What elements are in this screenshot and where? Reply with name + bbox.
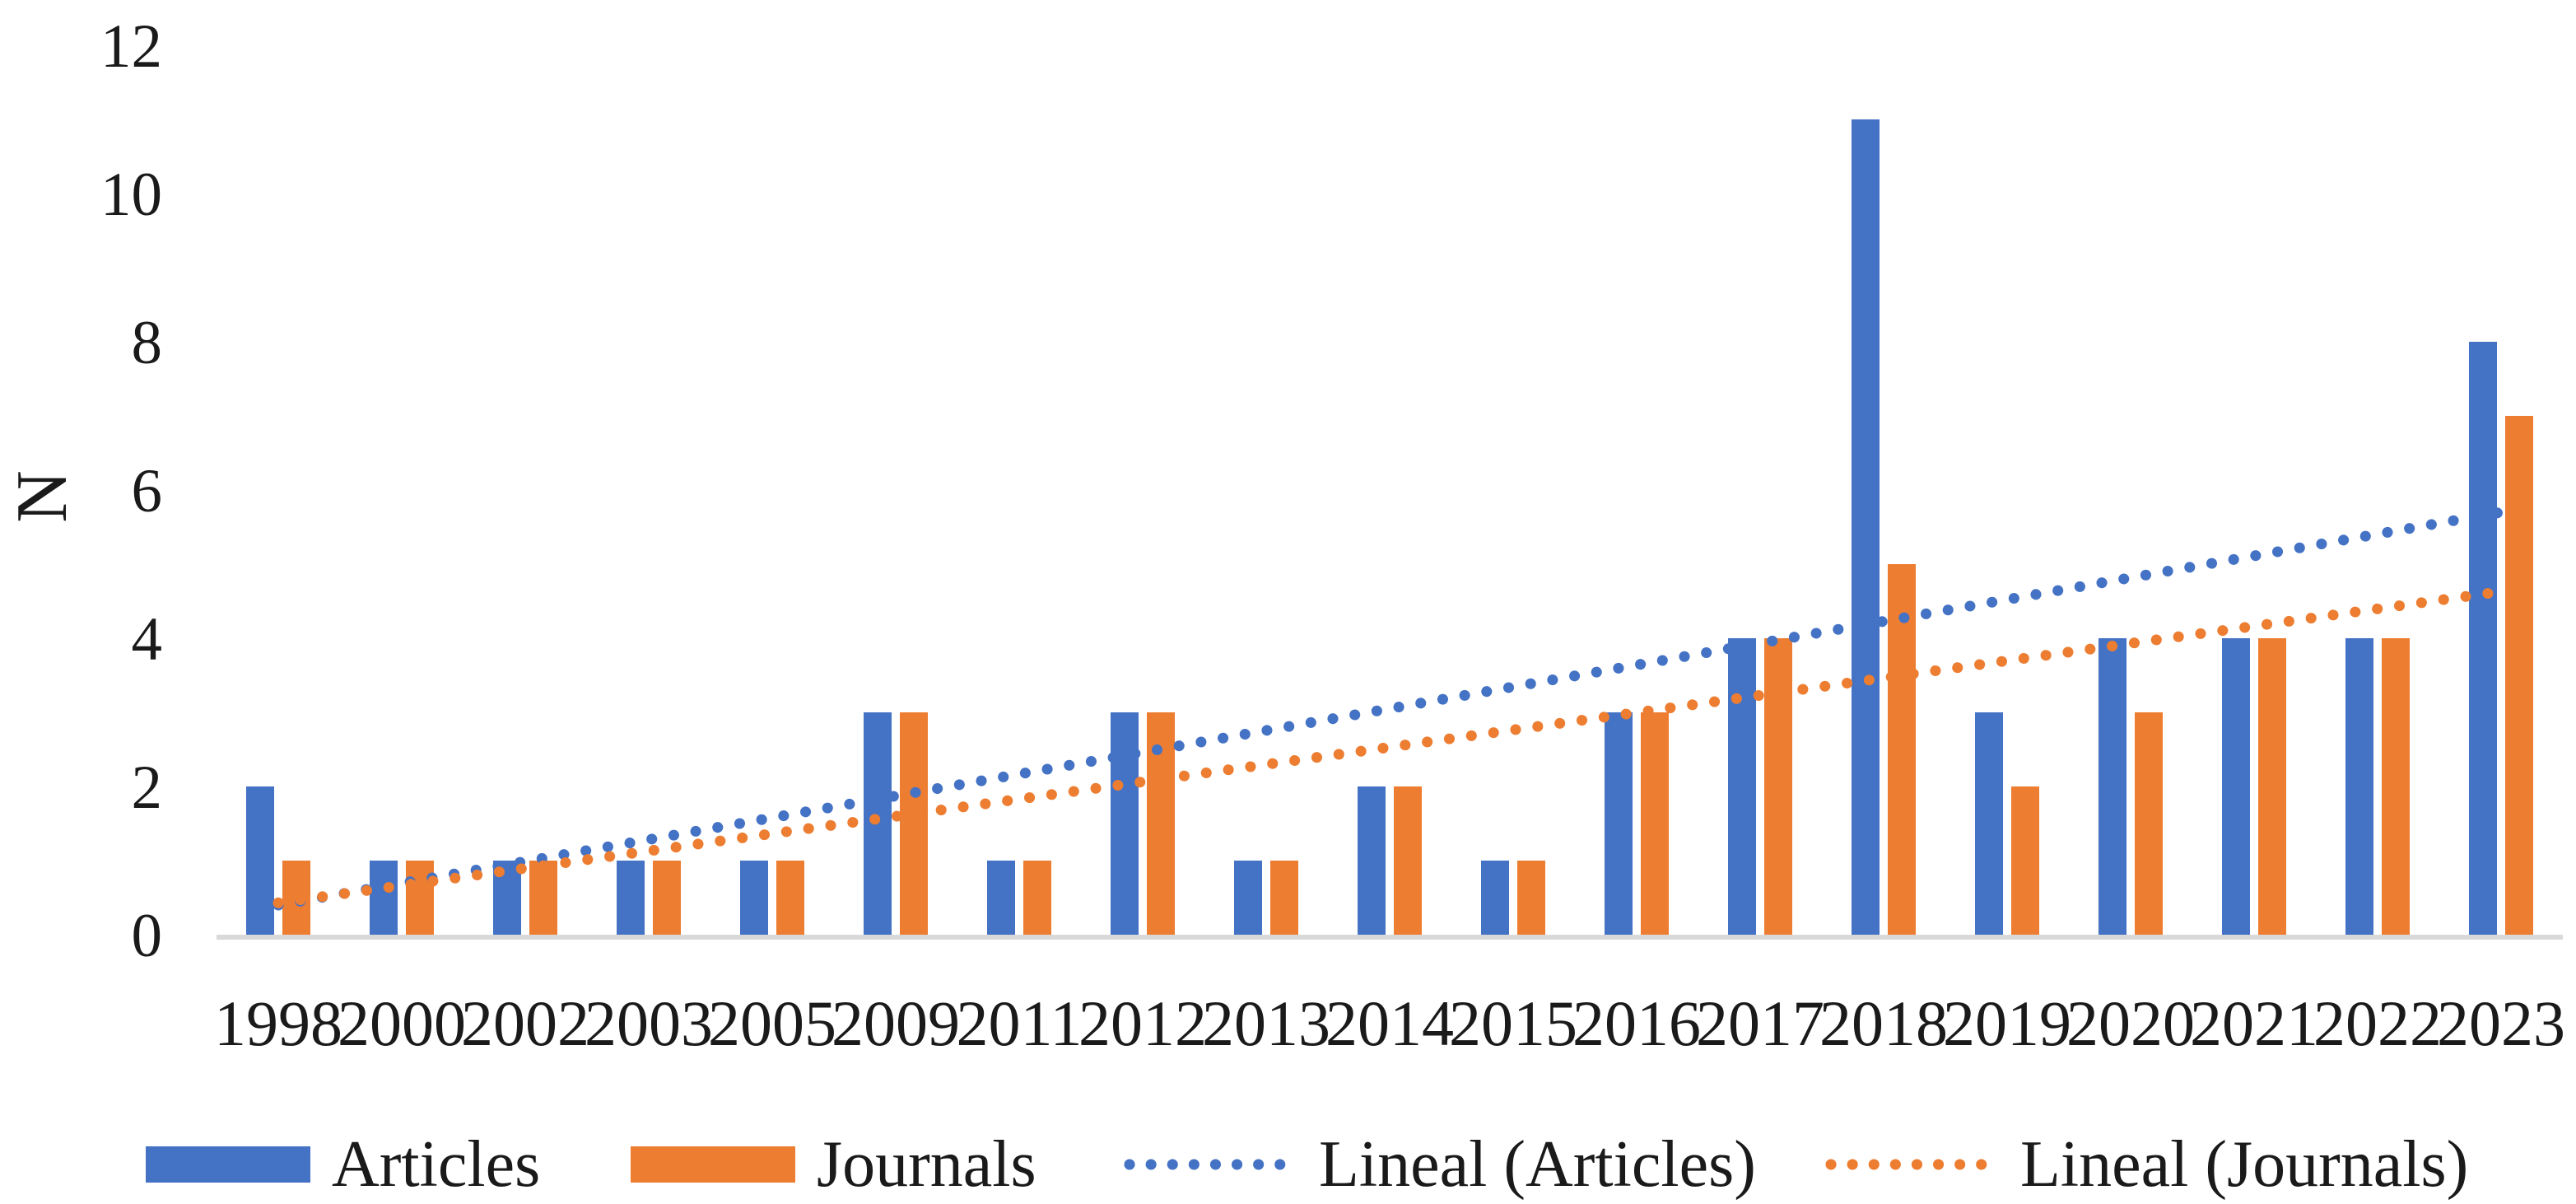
bar-articles-2017 <box>1728 638 1756 935</box>
x-tick-label: 2012 <box>1078 987 1207 1059</box>
bar-articles-2000 <box>370 861 398 935</box>
bar-journals-2005 <box>776 861 804 935</box>
articles-swatch-icon <box>146 1146 310 1183</box>
dotted-line-orange-icon <box>1825 1159 2005 1170</box>
bar-articles-2021 <box>2222 638 2250 935</box>
bar-articles-2014 <box>1358 786 1386 935</box>
y-tick-label: 6 <box>132 457 163 525</box>
bar-journals-2009 <box>900 712 928 935</box>
legend-label-journals: Journals <box>817 1128 1036 1201</box>
legend-label-lineal-journals: Lineal (Journals) <box>2020 1128 2469 1201</box>
legend-item-journals: Journals <box>631 1128 1036 1201</box>
x-tick-label: 2020 <box>2066 987 2195 1059</box>
bar-journals-2012 <box>1147 712 1175 935</box>
bar-articles-2013 <box>1234 861 1262 935</box>
bar-articles-2016 <box>1605 712 1633 935</box>
legend-item-articles: Articles <box>146 1128 541 1201</box>
legend-item-lineal-journals: Lineal (Journals) <box>1824 1128 2469 1201</box>
bar-journals-2023 <box>2505 416 2533 935</box>
bar-articles-2011 <box>987 861 1015 935</box>
x-tick-label: 2014 <box>1325 987 1454 1059</box>
bar-articles-2012 <box>1111 712 1139 935</box>
x-tick-label: 2005 <box>708 987 836 1059</box>
bar-journals-2021 <box>2258 638 2286 935</box>
bar-journals-2000 <box>406 861 434 935</box>
x-tick-label: 2013 <box>1202 987 1330 1059</box>
y-tick-label: 8 <box>132 309 163 377</box>
x-tick-label: 2017 <box>1696 987 1824 1059</box>
x-tick-label: 2016 <box>1572 987 1701 1059</box>
bar-journals-2002 <box>529 861 557 935</box>
bar-journals-2020 <box>2135 712 2163 935</box>
y-tick-label: 12 <box>100 12 162 81</box>
bar-articles-2018 <box>1852 119 1880 935</box>
y-tick-label: 4 <box>132 605 163 674</box>
bar-journals-2017 <box>1764 638 1792 935</box>
bar-articles-2003 <box>617 861 645 935</box>
y-axis-title: N <box>2 470 82 523</box>
bar-journals-2003 <box>653 861 681 935</box>
journals-swatch-icon <box>631 1146 795 1183</box>
x-tick-label: 2000 <box>338 987 466 1059</box>
bar-articles-1998 <box>246 786 274 935</box>
trendline-lineal-articles- <box>273 506 2507 911</box>
bar-journals-2022 <box>2382 638 2410 935</box>
x-tick-label: 2011 <box>956 987 1082 1059</box>
x-tick-label: 2021 <box>2190 987 2318 1059</box>
x-tick-label: 2009 <box>831 987 960 1059</box>
legend-label-articles: Articles <box>332 1128 541 1201</box>
bar-articles-2022 <box>2345 638 2373 935</box>
bar-articles-2023 <box>2469 342 2497 935</box>
x-tick-label: 2003 <box>585 987 713 1059</box>
bar-journals-2018 <box>1888 564 1916 935</box>
legend-label-lineal-articles: Lineal (Articles) <box>1319 1128 1756 1201</box>
bar-articles-2019 <box>1975 712 2003 935</box>
y-tick-label: 10 <box>100 161 162 229</box>
bar-articles-2015 <box>1481 861 1509 935</box>
bar-journals-2016 <box>1641 712 1669 935</box>
x-tick-label: 2019 <box>1943 987 2071 1059</box>
y-tick-label: 2 <box>132 754 163 822</box>
trendline-lineal-journals- <box>273 586 2507 908</box>
x-tick-label: 2015 <box>1449 987 1577 1059</box>
x-tick-label: 2002 <box>461 987 589 1059</box>
bar-journals-2014 <box>1394 786 1422 935</box>
x-tick-label: 2023 <box>2437 987 2565 1059</box>
legend-item-lineal-articles: Lineal (Articles) <box>1123 1128 1756 1201</box>
bar-journals-2019 <box>2011 786 2039 935</box>
y-tick-label: 0 <box>132 902 163 970</box>
x-tick-label: 2022 <box>2313 987 2442 1059</box>
bar-articles-2005 <box>740 861 768 935</box>
x-axis-line <box>217 935 2563 940</box>
dotted-line-blue-icon <box>1124 1159 1303 1170</box>
bar-articles-2020 <box>2099 638 2126 935</box>
bar-journals-2015 <box>1517 861 1545 935</box>
x-tick-label: 1998 <box>214 987 342 1059</box>
chart-legend: Articles Journals Lineal (Articles) Line… <box>0 1128 2576 1201</box>
x-tick-label: 2018 <box>1819 987 1948 1059</box>
bar-journals-2011 <box>1023 861 1051 935</box>
bar-journals-2013 <box>1270 861 1298 935</box>
